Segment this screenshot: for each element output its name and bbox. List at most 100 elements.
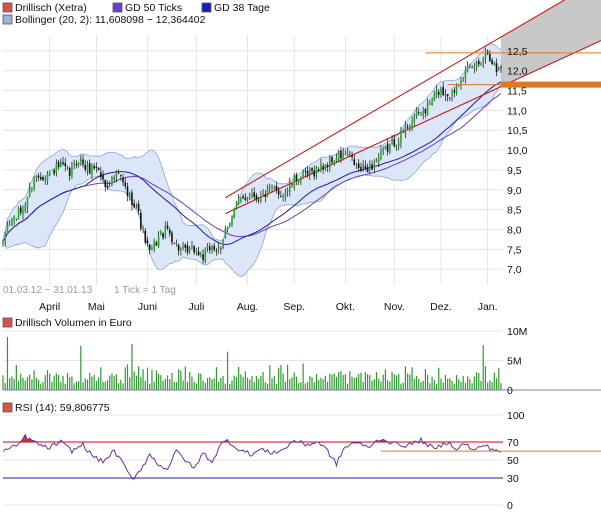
candle [260, 190, 262, 204]
volume-bar [424, 368, 427, 390]
candle-body [246, 197, 249, 200]
volume-bar [149, 383, 151, 390]
candle-body [288, 182, 291, 192]
candle-body [300, 177, 302, 182]
candle-body [242, 195, 244, 198]
volume-bar [427, 374, 429, 390]
volume-bar [9, 378, 11, 390]
volume-bar [46, 370, 49, 390]
volume-bar [113, 375, 115, 390]
candle-body [329, 157, 331, 168]
volume-bar [291, 377, 293, 390]
candle-body [37, 175, 40, 178]
candle-body [457, 84, 460, 86]
price-x-axis: April Mai Juni Juli Aug. Sep. Okt. Nov. Dez. Jan. [39, 301, 497, 313]
candle [480, 61, 482, 67]
candle-body [346, 153, 349, 157]
candle [291, 183, 293, 189]
volume-y-tick-label: 0 [507, 385, 513, 397]
candle [417, 107, 420, 116]
candle [346, 147, 349, 157]
candle [264, 190, 267, 203]
price-y-tick-label: 12,0 [507, 66, 528, 78]
candle-body [140, 212, 142, 229]
volume-bar [444, 374, 447, 390]
candle-body [235, 204, 238, 209]
volume-bar [4, 383, 6, 390]
volume-bar [195, 383, 198, 390]
candle-body [331, 157, 333, 163]
volume-bar [295, 376, 298, 390]
candle [142, 225, 144, 234]
volume-bar [20, 373, 22, 390]
volume-bar [269, 365, 271, 390]
volume-bar [407, 373, 409, 390]
candle-body [193, 245, 195, 253]
candle-body [191, 245, 193, 247]
candle-body [362, 163, 364, 170]
volume-bar [120, 379, 122, 390]
candle [306, 166, 309, 178]
candle [88, 159, 91, 175]
candle-body [377, 157, 380, 163]
candle [135, 203, 138, 209]
candle [97, 167, 100, 171]
volume-bar [204, 382, 206, 390]
price-x-tick-label: Nov. [384, 301, 405, 313]
volume-bar [173, 381, 175, 390]
volume-bar [142, 369, 144, 390]
volume-bar [57, 375, 60, 390]
candle-body [48, 170, 51, 176]
volume-bar [458, 379, 460, 390]
candle [122, 173, 124, 187]
candle-body [17, 208, 20, 218]
volume-bar [191, 376, 193, 390]
volume-bar [447, 378, 449, 390]
candle-body [19, 207, 22, 213]
candle [440, 86, 442, 98]
candle [213, 242, 216, 252]
candle-body [349, 153, 351, 155]
candle [84, 159, 87, 173]
price-x-tick-label: April [39, 301, 60, 313]
candle [206, 242, 209, 253]
candle-body [82, 159, 84, 165]
volume-bar [220, 377, 222, 390]
volume-bar [184, 366, 186, 390]
legend-ma50-label: GD 50 Ticks [125, 2, 182, 14]
bollinger-band [3, 43, 501, 277]
volume-bar [182, 380, 184, 390]
trend-channel-upper [225, 0, 566, 199]
candle [322, 163, 324, 174]
volume-bar [449, 378, 451, 390]
volume-bar [2, 375, 4, 390]
volume-bar [300, 382, 302, 390]
volume-bar [338, 372, 340, 390]
candle-body [309, 169, 311, 175]
candle-body [415, 110, 418, 117]
volume-bar [384, 369, 386, 390]
candle [469, 63, 471, 69]
candle-body [275, 185, 278, 190]
volume-bar [293, 372, 295, 390]
candle [57, 160, 60, 171]
candle-body [442, 87, 444, 96]
candle-body [304, 170, 307, 172]
candle-body [171, 232, 173, 243]
volume-bar [320, 377, 322, 390]
trend-channel-extension [501, 0, 601, 87]
price-y-axis: 7,0 7,5 8,0 8,5 9,0 9,5 10,0 10,5 11,0 11,5 12,0 12… [507, 46, 528, 276]
price-x-tick-label: Aug. [237, 301, 259, 313]
candle-body [135, 206, 138, 208]
volume-bar [378, 378, 380, 390]
candle-body [88, 163, 91, 174]
volume-bar [133, 371, 135, 390]
candle [113, 174, 115, 183]
candle [13, 215, 15, 225]
candle-body [197, 251, 200, 256]
candle-body [244, 197, 247, 200]
volume-bar [224, 383, 226, 390]
volume-bar [251, 376, 253, 390]
volume-bar [233, 375, 235, 390]
volume-bar [364, 372, 366, 390]
